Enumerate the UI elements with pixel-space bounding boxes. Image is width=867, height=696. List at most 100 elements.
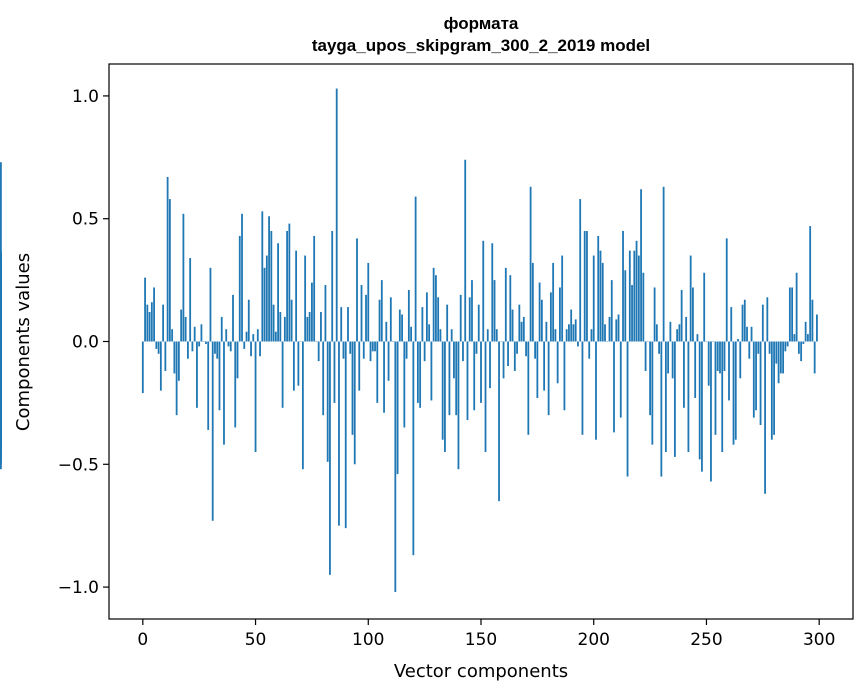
bar-142 [462,341,464,362]
bar-201 [595,341,597,440]
bar-150 [480,341,482,403]
bar-186 [561,255,564,342]
bar-124 [421,307,424,342]
bar-18 [182,213,185,342]
bar-287 [788,287,791,342]
bar-197 [586,230,588,342]
bar-128 [430,341,433,401]
bar-107 [383,341,385,413]
bar-117 [405,341,408,359]
bar-88 [340,307,343,342]
bar-263 [734,341,737,440]
x-tick-label: 100 [352,630,384,650]
bar-220 [637,255,640,342]
bar-131 [437,297,440,342]
bar-118 [407,289,410,342]
bar-67 [292,341,295,391]
bar-74 [308,312,311,342]
bar-216 [628,250,631,342]
bar-38 [227,341,230,347]
bar-114 [398,309,401,342]
bar-176 [538,282,541,342]
bar-59 [274,331,277,342]
bar-288 [791,287,794,342]
bar-132 [439,329,442,342]
bar-268 [746,326,748,342]
bar-190 [570,309,573,342]
bar-97 [360,285,363,342]
bar-209 [613,341,615,433]
bar-146 [471,280,473,342]
bar-127 [428,324,431,342]
bar-35 [220,316,223,342]
bar-57 [270,230,273,342]
bar-25 [198,341,201,347]
bar-198 [588,341,591,359]
bar-238 [678,324,681,342]
bar-46 [245,331,248,342]
bar-182 [552,262,555,342]
bar-292 [800,341,803,362]
bar-26 [200,324,203,342]
bar-134 [444,341,446,453]
bar-100 [367,262,370,342]
bar-28 [205,341,207,344]
bar-193 [577,341,579,347]
bar-219 [635,240,638,342]
bar-248 [701,341,703,472]
bar-138 [453,341,455,379]
bar-82 [326,341,329,462]
bar-161 [504,267,507,342]
bar-178 [543,341,546,391]
bar-60 [277,243,279,342]
bar-177 [540,299,543,342]
bar-130 [435,275,437,342]
bar-290 [795,272,798,342]
bar-113 [396,341,399,475]
bar-16 [177,341,180,381]
bar-1 [144,277,146,342]
bar-218 [633,250,636,342]
y-axis: 1.0 0.5 0.0 −0.5 −1.0 [58,87,109,598]
bar-243 [689,255,692,342]
bar-167 [518,304,521,342]
bar-293 [802,341,805,344]
bar-148 [475,341,478,354]
bar-30 [209,267,212,342]
bar-54 [263,267,266,342]
bar-135 [446,304,449,342]
bar-83 [329,341,331,575]
bar-7 [157,341,160,354]
bar-56 [268,216,270,342]
bar-series [0,88,818,592]
bar-52 [259,341,261,357]
bar-233 [667,341,670,374]
bar-8 [159,341,162,391]
bar-96 [358,341,361,391]
bar-9 [162,304,165,342]
bar-53 [261,211,264,342]
bar-236 [673,341,676,457]
bar-90 [344,341,347,529]
bar-17 [180,309,183,342]
bar-33 [216,341,219,359]
bar-152 [484,341,487,453]
bar-91 [347,307,349,342]
bar-247 [698,341,701,460]
bar-69 [297,341,300,386]
bar-194 [579,199,582,342]
bar-170 [525,341,527,357]
bar-154 [489,341,491,389]
x-axis: 0 50 100 150 200 250 300 [137,619,835,650]
bar-31 [211,341,214,521]
bar-140 [457,341,460,470]
bar-42 [236,341,239,379]
bar-277 [766,297,769,342]
bar-86 [335,88,338,342]
bar-156 [493,280,496,342]
bar-3 [148,312,151,342]
bar-89 [342,341,345,359]
bar-15 [175,341,178,416]
bar-210 [615,319,618,342]
bar-275 [761,304,764,342]
